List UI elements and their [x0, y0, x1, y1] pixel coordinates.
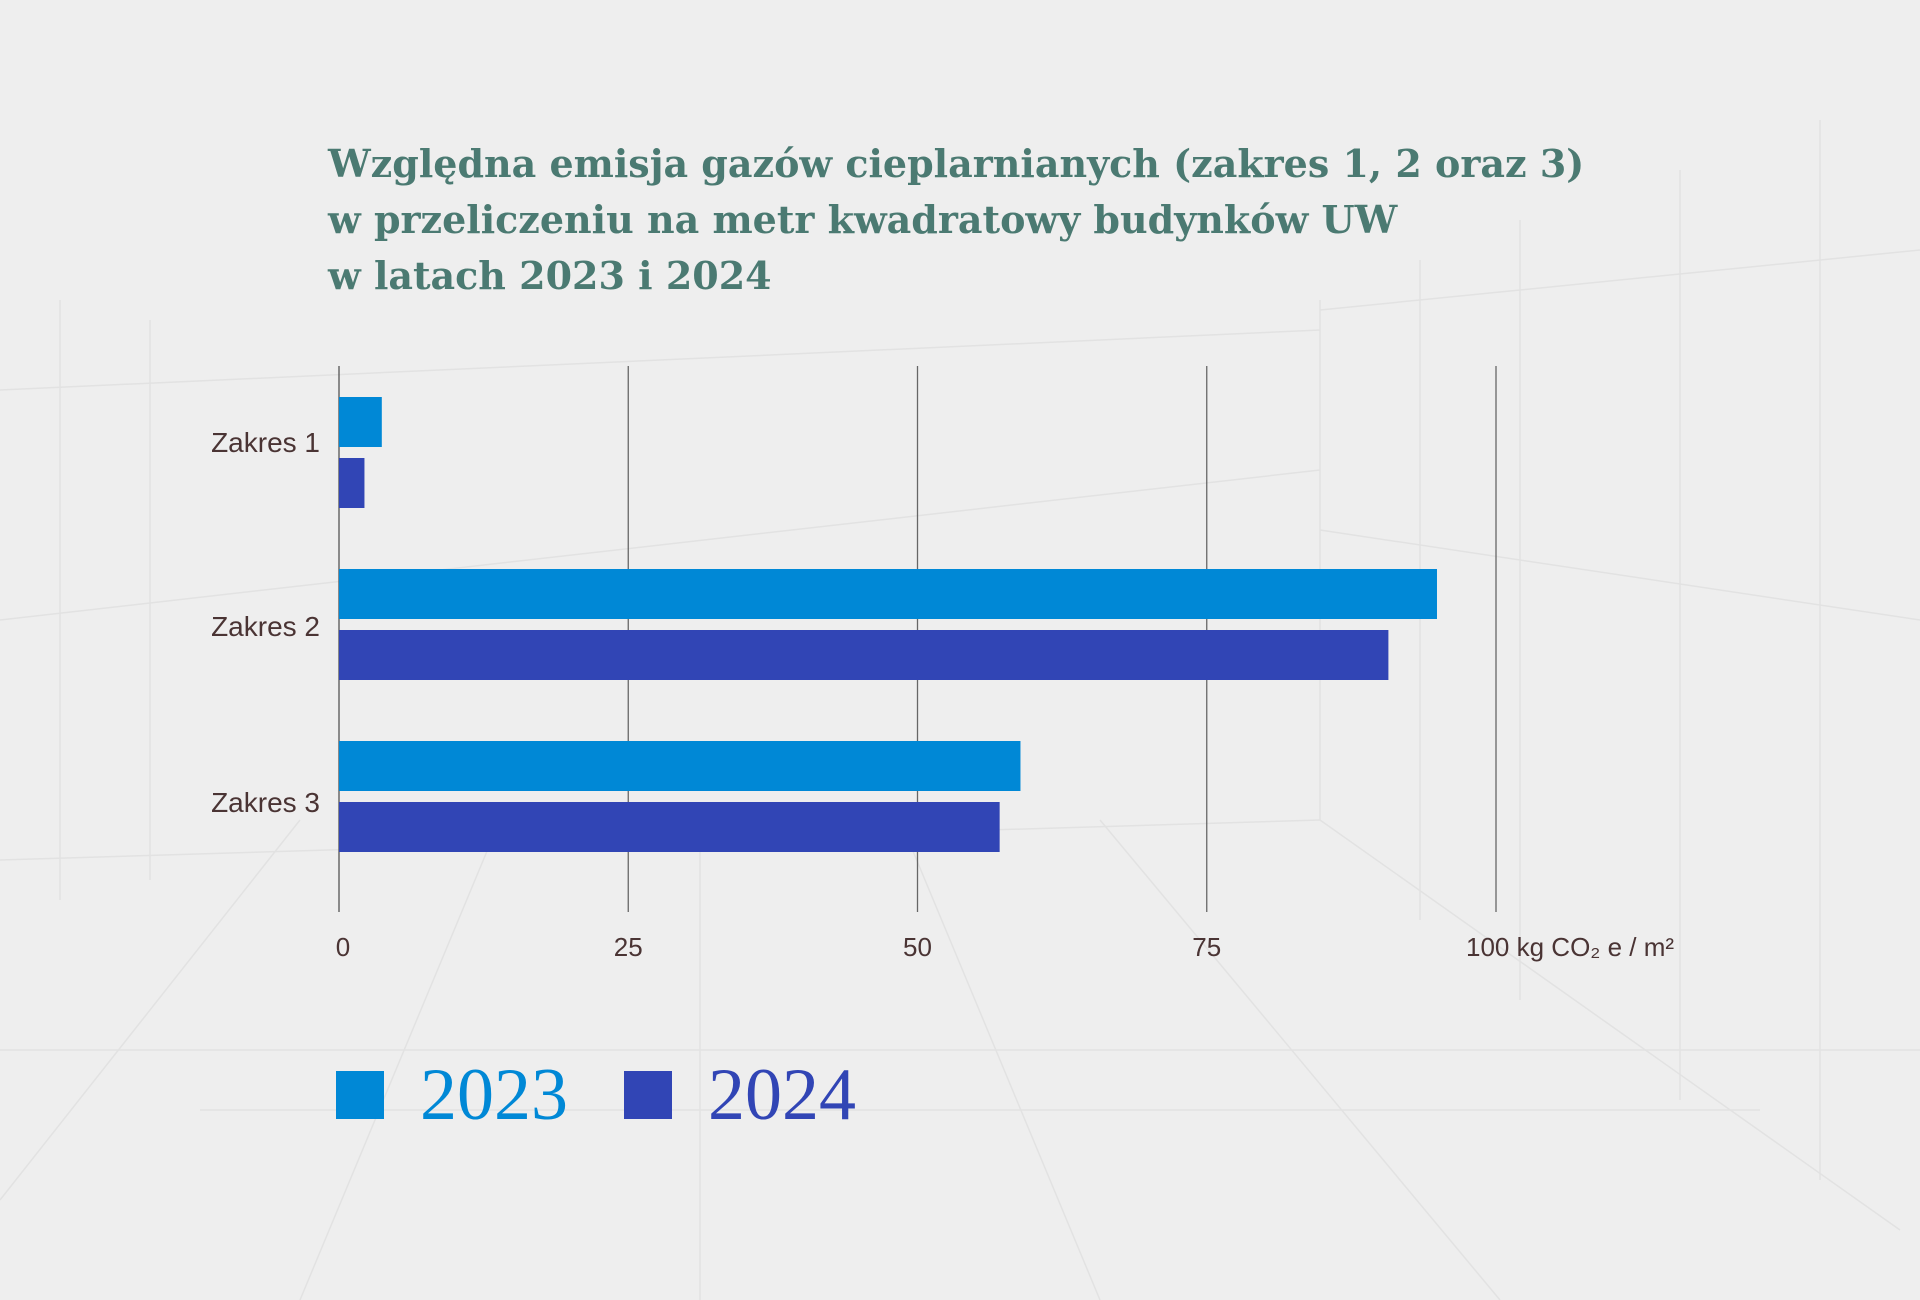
category-label: Zakres 2	[211, 611, 320, 642]
chart-title-line-2: w przeliczeniu na metr kwadratowy budynk…	[328, 197, 1398, 242]
x-tick-label: 0	[336, 932, 350, 962]
chart-title: Względna emisja gazów cieplarnianych (za…	[328, 136, 1584, 304]
category-label: Zakres 1	[211, 427, 320, 458]
x-tick-label: 50	[903, 932, 932, 962]
x-tick-label: 75	[1192, 932, 1221, 962]
legend-item-2023: 2023	[336, 1050, 568, 1140]
legend-item-2024: 2024	[624, 1050, 856, 1140]
bar-2024	[339, 630, 1389, 680]
legend: 2023 2024	[336, 1050, 912, 1140]
bar-2024	[339, 802, 1000, 852]
category-label: Zakres 3	[211, 787, 320, 818]
chart-title-line-3: w latach 2023 i 2024	[328, 253, 772, 298]
bar-2023	[339, 569, 1437, 619]
bar-2023	[339, 741, 1021, 791]
legend-swatch-2023	[336, 1071, 384, 1119]
legend-swatch-2024	[624, 1071, 672, 1119]
x-tick-label: 25	[614, 932, 643, 962]
x-tick-label: 100 kg CO₂ e / m²	[1466, 932, 1674, 962]
bar-2024	[339, 458, 365, 508]
chart-title-line-1: Względna emisja gazów cieplarnianych (za…	[328, 141, 1585, 186]
legend-label-2023: 2023	[420, 1054, 568, 1136]
bar-2023	[339, 397, 382, 447]
legend-label-2024: 2024	[708, 1054, 856, 1136]
